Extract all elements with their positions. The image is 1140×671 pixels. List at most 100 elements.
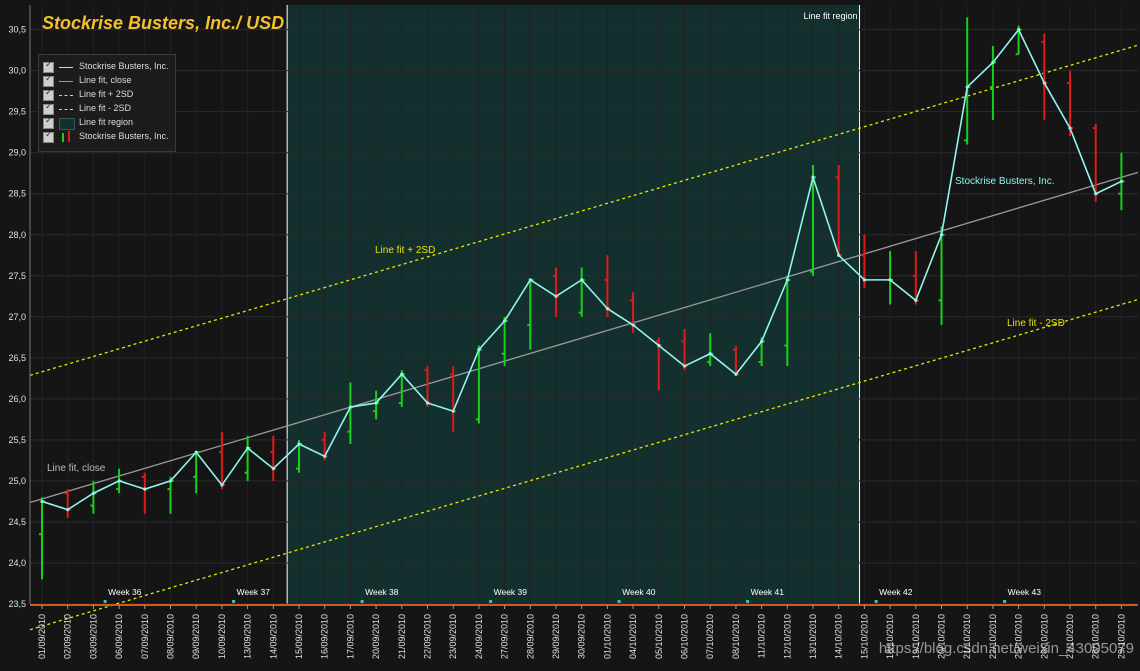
close-point xyxy=(862,278,867,282)
series-label: Stockrise Busters, Inc. xyxy=(955,176,1054,187)
x-tick-label: 27/09/2010 xyxy=(500,614,510,659)
y-tick-label: 27,5 xyxy=(8,271,26,281)
y-tick-label: 28,5 xyxy=(8,189,26,199)
fit-region xyxy=(287,5,860,604)
x-tick-label: 07/10/2010 xyxy=(705,614,715,659)
legend: Stockrise Busters, Inc. Line fit, close … xyxy=(38,54,176,152)
x-tick-label: 13/10/2010 xyxy=(808,614,818,659)
x-tick-label: 08/10/2010 xyxy=(731,614,741,659)
x-tick-label: 03/09/2010 xyxy=(88,614,98,659)
week-label: Week 42 xyxy=(879,587,913,597)
y-tick-label: 26,5 xyxy=(8,353,26,363)
x-tick-label: 02/09/2010 xyxy=(63,614,73,659)
x-tick-label: 06/09/2010 xyxy=(114,614,124,659)
x-tick-label: 07/09/2010 xyxy=(140,614,150,659)
x-tick-label: 01/09/2010 xyxy=(37,614,47,659)
y-tick-label: 25,0 xyxy=(8,476,26,486)
y-tick-label: 29,5 xyxy=(8,107,26,117)
x-tick-label: 29/09/2010 xyxy=(551,614,561,659)
x-tick-label: 27/10/2010 xyxy=(1065,614,1075,659)
close-point xyxy=(91,491,95,495)
close-point xyxy=(1068,126,1072,130)
x-tick-label: 06/10/2010 xyxy=(680,614,690,659)
close-point xyxy=(246,446,250,450)
x-tick-label: 08/09/2010 xyxy=(166,614,176,659)
close-point xyxy=(1119,179,1123,184)
close-point xyxy=(682,364,687,368)
week-marker xyxy=(489,600,493,603)
close-point xyxy=(528,278,532,282)
week-marker xyxy=(746,600,750,603)
x-tick-label: 05/10/2010 xyxy=(654,614,664,659)
x-tick-label: 28/10/2010 xyxy=(1091,614,1101,659)
x-tick-label: 29/10/2010 xyxy=(1116,614,1126,659)
x-tick-label: 21/09/2010 xyxy=(397,614,407,659)
close-point xyxy=(785,278,789,282)
y-tick-label: 25,5 xyxy=(8,435,26,445)
close-point xyxy=(657,343,661,348)
x-tick-label: 09/09/2010 xyxy=(191,614,201,659)
watermark: https://blog.csdn.net/weixin_43005079 xyxy=(878,640,1134,657)
week-marker xyxy=(1003,600,1007,603)
legend-checkbox[interactable] xyxy=(43,74,54,87)
close-point xyxy=(477,348,481,352)
x-tick-label: 04/10/2010 xyxy=(628,614,638,659)
upper-band-label: Line fit + 2SD xyxy=(375,245,435,256)
week-marker xyxy=(103,600,107,603)
close-point xyxy=(554,294,558,298)
x-tick-label: 11/10/2010 xyxy=(757,614,767,658)
close-point xyxy=(580,278,584,282)
legend-checkbox[interactable] xyxy=(43,60,54,73)
close-point xyxy=(991,60,995,65)
x-tick-label: 30/09/2010 xyxy=(577,614,587,659)
close-point xyxy=(503,319,507,323)
week-marker xyxy=(360,600,364,603)
x-tick-label: 19/10/2010 xyxy=(911,614,921,659)
legend-checkbox[interactable] xyxy=(43,88,54,101)
close-point xyxy=(708,352,712,356)
week-label: Week 41 xyxy=(751,587,785,597)
fit-line-label: Line fit, close xyxy=(47,463,106,474)
close-point xyxy=(1042,81,1046,85)
line-fit-plus-2sd xyxy=(29,44,1139,376)
close-point xyxy=(425,401,430,405)
y-tick-label: 30,5 xyxy=(8,25,26,35)
chart-title: Stockrise Busters, Inc./ USD xyxy=(42,13,284,33)
x-tick-label: 25/10/2010 xyxy=(1014,614,1024,659)
close-point xyxy=(811,175,815,179)
legend-label: Line fit, close xyxy=(79,75,132,85)
close-point xyxy=(451,409,455,413)
x-tick-label: 22/10/2010 xyxy=(988,614,998,659)
x-tick-label: 15/10/2010 xyxy=(859,614,869,659)
close-point xyxy=(888,278,892,282)
x-tick-label: 14/10/2010 xyxy=(834,614,844,659)
close-point xyxy=(66,508,70,512)
close-point xyxy=(348,405,352,409)
x-tick-label: 16/09/2010 xyxy=(320,614,330,659)
y-tick-label: 28,0 xyxy=(8,230,26,240)
y-tick-label: 30,0 xyxy=(8,66,26,76)
close-point xyxy=(194,450,198,454)
close-point xyxy=(220,483,224,487)
x-tick-label: 20/10/2010 xyxy=(937,614,947,659)
close-point xyxy=(837,253,841,257)
close-point xyxy=(965,85,969,89)
week-label: Week 39 xyxy=(494,587,528,597)
legend-checkbox[interactable] xyxy=(43,102,54,115)
close-point xyxy=(168,479,173,483)
legend-checkbox[interactable] xyxy=(43,116,54,129)
close-point xyxy=(1017,28,1021,32)
lower-band-label: Line fit - 2SD xyxy=(1007,318,1065,329)
x-tick-label: 17/09/2010 xyxy=(345,614,355,659)
x-tick-label: 23/09/2010 xyxy=(448,614,458,659)
close-point xyxy=(1094,192,1098,196)
close-point xyxy=(760,339,764,344)
region-label: Line fit region xyxy=(804,11,858,21)
close-point xyxy=(374,401,378,405)
close-point xyxy=(271,467,275,471)
legend-checkbox[interactable] xyxy=(43,130,54,143)
y-tick-label: 24,0 xyxy=(8,558,26,568)
y-tick-label: 26,0 xyxy=(8,394,26,404)
x-tick-label: 26/10/2010 xyxy=(1039,614,1049,659)
close-point xyxy=(400,372,404,376)
